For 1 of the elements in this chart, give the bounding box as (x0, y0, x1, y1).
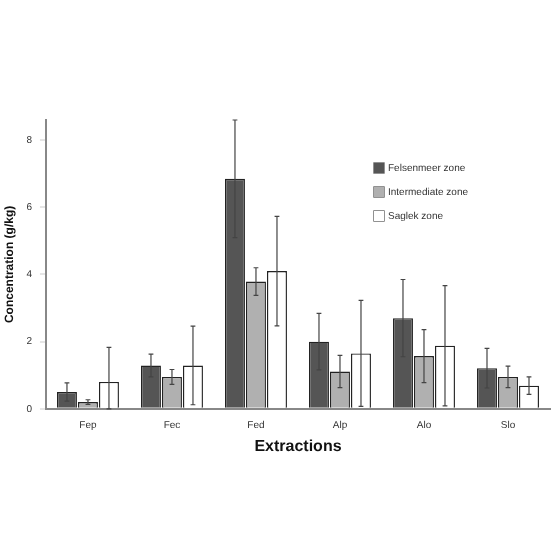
x-axis-title: Extractions (254, 436, 343, 455)
